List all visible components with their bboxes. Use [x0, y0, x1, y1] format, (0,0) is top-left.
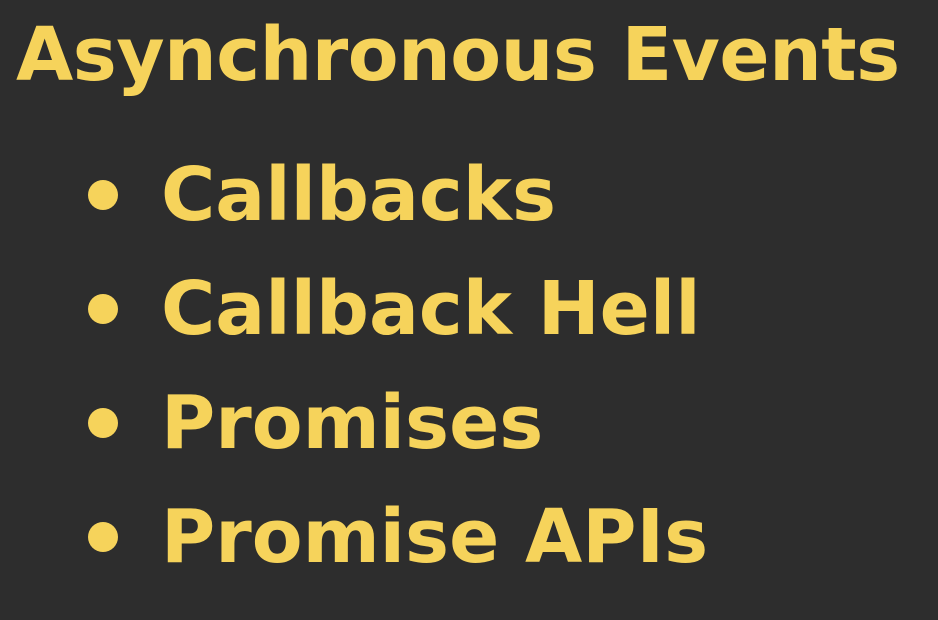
list-item: Callback Hell: [88, 252, 708, 366]
list-item: Callbacks: [88, 138, 708, 252]
list-item: Promise APIs: [88, 480, 708, 594]
list-item-label: Promise APIs: [161, 494, 709, 580]
slide-title: Asynchronous Events: [16, 12, 900, 98]
bullet-icon: [88, 180, 118, 210]
list-item-label: Callback Hell: [161, 266, 701, 352]
list-item: Promises: [88, 366, 708, 480]
bullet-list: Callbacks Callback Hell Promises Promise…: [88, 138, 708, 594]
list-item-label: Callbacks: [161, 152, 557, 238]
list-item-label: Promises: [161, 380, 544, 466]
bullet-icon: [88, 522, 118, 552]
bullet-icon: [88, 294, 118, 324]
bullet-icon: [88, 408, 118, 438]
